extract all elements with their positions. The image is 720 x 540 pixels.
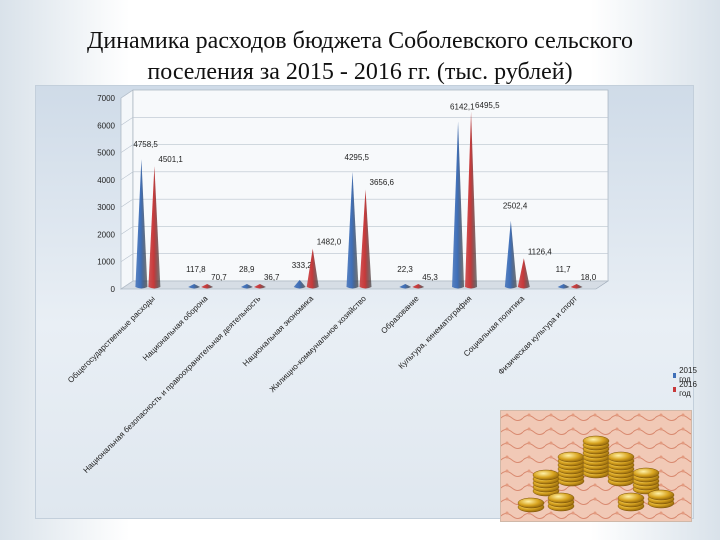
data-label-2016: 45,3 <box>422 273 438 282</box>
gridline <box>120 226 608 235</box>
money-photo-image <box>501 411 691 521</box>
data-label-2015: 333,2 <box>292 261 313 270</box>
gridline <box>120 144 608 153</box>
cone-bar-2015 <box>135 159 148 289</box>
cone-bar-2016 <box>306 248 319 289</box>
coin <box>647 489 675 501</box>
cone-bar-2015 <box>293 279 306 289</box>
cone-bar-2015 <box>452 121 465 289</box>
data-label-2015: 22,3 <box>397 265 413 274</box>
slide-title: Динамика расходов бюджета Соболевского с… <box>0 26 720 88</box>
y-tick-label: 7000 <box>97 94 115 103</box>
coin <box>517 497 545 509</box>
y-tick-label: 1000 <box>97 258 115 267</box>
chart-legend: 2015 год 2016 год <box>673 366 699 398</box>
gridline <box>120 253 608 262</box>
cone-bar-2015 <box>557 284 570 289</box>
data-label-2015: 2502,4 <box>503 202 528 211</box>
y-tick-label: 3000 <box>97 203 115 212</box>
gridline <box>120 89 608 99</box>
y-tick-label: 5000 <box>97 149 115 158</box>
cone-bar-2016 <box>517 258 530 289</box>
cone-bar-2015 <box>399 284 412 289</box>
chart-panel: 0 1000 2000 3000 4000 5000 6000 7000 4758,5 450… <box>35 85 697 519</box>
data-label-2016: 3656,6 <box>370 178 395 187</box>
cone-bar-2015 <box>188 284 201 289</box>
legend-label-2015: 2015 год <box>679 366 697 384</box>
coin <box>557 451 585 463</box>
x-category-label: Общегосударственные расходы <box>66 294 157 385</box>
data-label-2015: 6142,1 <box>450 102 475 111</box>
gridline <box>120 171 608 181</box>
cone-bar-2015 <box>240 284 253 289</box>
data-label-2015: 4295,5 <box>345 153 370 162</box>
x-category-label: Образование <box>379 294 421 336</box>
cone-bar-2016 <box>359 189 372 289</box>
slide-title-line-1: Динамика расходов бюджета Соболевского с… <box>86 28 634 54</box>
cone-bar-2016 <box>253 284 266 289</box>
legend-label-2016: 2016 год <box>679 380 697 398</box>
y-tick-label: 2000 <box>97 230 115 239</box>
data-label-2015: 11,7 <box>556 265 572 274</box>
data-label-2016: 4501,1 <box>158 155 183 164</box>
chart-side-wall <box>120 89 134 290</box>
cone-bar-2015 <box>504 220 517 289</box>
data-label-2016: 70,7 <box>211 273 227 282</box>
legend-item-2016: 2016 год <box>673 380 699 398</box>
data-label-2016: 1126,4 <box>528 247 552 256</box>
x-category-label: Национальная безопасность и правоохранит… <box>81 294 262 475</box>
data-label-2016: 36,7 <box>264 273 280 282</box>
data-label-2016: 1482,0 <box>317 238 342 247</box>
x-category-label: Жилищно-коммунальное хозяйство <box>268 294 368 394</box>
data-label-2016: 18,0 <box>581 273 597 282</box>
coin <box>617 492 645 504</box>
coin <box>632 467 660 479</box>
data-label-2016: 6495,5 <box>475 101 500 110</box>
budget-chart: 0 1000 2000 3000 4000 5000 6000 7000 4758,5 450… <box>66 89 609 475</box>
cone-bar-2016 <box>201 284 214 289</box>
gridline <box>120 116 608 126</box>
coin <box>532 469 560 481</box>
cone-bar-2016 <box>570 284 583 289</box>
y-tick-label: 0 <box>111 285 116 294</box>
y-tick-label: 4000 <box>97 176 115 185</box>
cone-bar-2016 <box>148 166 161 289</box>
cone-bar-2016 <box>412 284 425 289</box>
slide-title-line-2: поселения за 2015 - 2016 гг. (тыс. рубле… <box>147 59 573 85</box>
data-label-2015: 117,8 <box>186 265 206 274</box>
data-label-2015: 4758,5 <box>133 140 158 149</box>
gridline <box>120 280 608 290</box>
legend-swatch-2015 <box>673 372 677 378</box>
money-photo <box>500 410 692 522</box>
coin <box>607 451 635 463</box>
legend-swatch-2016 <box>673 386 677 392</box>
coin <box>547 492 575 504</box>
legend-item-2015: 2015 год <box>673 366 699 384</box>
gridline <box>120 198 608 208</box>
cone-bar-2015 <box>346 171 359 289</box>
cone-bar-2016 <box>465 111 478 289</box>
data-label-2015: 28,9 <box>239 265 255 274</box>
coin <box>582 435 610 447</box>
y-tick-label: 6000 <box>97 121 115 130</box>
